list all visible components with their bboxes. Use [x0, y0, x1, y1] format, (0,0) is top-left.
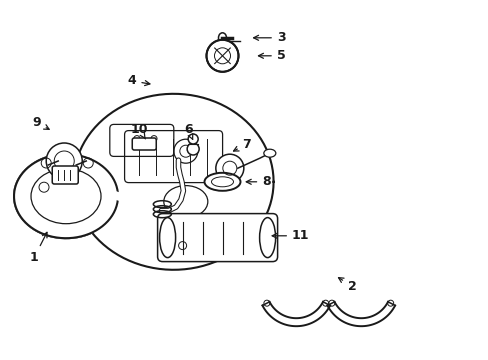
Text: 2: 2 — [338, 278, 356, 293]
Polygon shape — [14, 154, 118, 238]
Polygon shape — [327, 302, 394, 326]
Text: 9: 9 — [32, 116, 49, 129]
Text: 7: 7 — [233, 138, 251, 151]
Polygon shape — [262, 302, 329, 326]
Ellipse shape — [204, 173, 240, 191]
Circle shape — [188, 134, 198, 144]
Text: 4: 4 — [127, 75, 150, 87]
Text: 1: 1 — [30, 232, 47, 264]
Text: 6: 6 — [183, 123, 192, 139]
Circle shape — [206, 40, 238, 72]
Text: 11: 11 — [272, 229, 309, 242]
Text: 10: 10 — [130, 123, 148, 139]
Text: 8: 8 — [246, 175, 270, 188]
FancyBboxPatch shape — [132, 138, 156, 150]
FancyBboxPatch shape — [157, 213, 277, 262]
Text: 5: 5 — [258, 49, 285, 62]
Polygon shape — [74, 94, 273, 270]
Ellipse shape — [16, 156, 116, 236]
FancyBboxPatch shape — [52, 166, 78, 184]
Ellipse shape — [264, 149, 275, 157]
Circle shape — [187, 143, 199, 155]
FancyBboxPatch shape — [119, 120, 232, 240]
Text: 3: 3 — [253, 31, 285, 44]
Polygon shape — [14, 154, 118, 238]
Ellipse shape — [259, 217, 275, 258]
Ellipse shape — [159, 217, 175, 258]
Circle shape — [46, 143, 82, 179]
Circle shape — [215, 154, 244, 182]
